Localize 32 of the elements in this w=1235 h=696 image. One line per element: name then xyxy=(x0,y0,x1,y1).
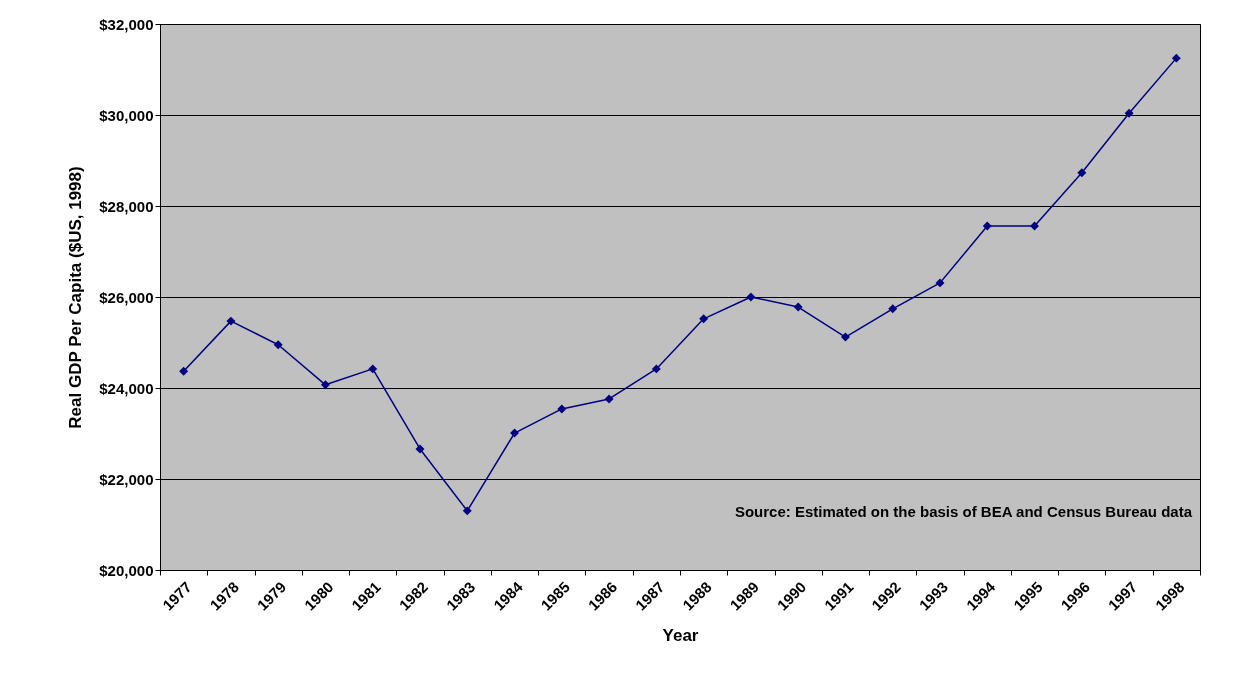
point xyxy=(320,380,330,390)
point xyxy=(368,364,378,374)
y-tick-label: $30,000 xyxy=(99,106,154,124)
point xyxy=(888,304,898,314)
y-tick-label: $32,000 xyxy=(99,15,154,33)
annotation: Source: Estimated on the basis of BEA and Census Bureau data xyxy=(734,503,1193,520)
point xyxy=(840,332,850,342)
y-tick-label: $22,000 xyxy=(99,470,154,488)
x-axis-title: Year xyxy=(662,625,699,645)
point xyxy=(415,444,425,454)
point xyxy=(1171,53,1181,63)
point xyxy=(510,428,520,438)
y-tick-label: $20,000 xyxy=(99,561,154,579)
point xyxy=(557,404,567,414)
point xyxy=(793,302,803,312)
point xyxy=(1077,168,1087,178)
point xyxy=(746,292,756,302)
point xyxy=(604,394,614,404)
y-axis-title: Real GDP Per Capita ($US, 1998) xyxy=(66,166,86,429)
point xyxy=(1030,221,1040,231)
point xyxy=(179,366,189,376)
point xyxy=(226,316,236,326)
y-tick-label: $28,000 xyxy=(99,197,154,215)
y-tick-label: $24,000 xyxy=(99,379,154,397)
point xyxy=(273,340,283,350)
point xyxy=(651,364,661,374)
y-tick-label: $26,000 xyxy=(99,288,154,306)
point xyxy=(462,506,472,516)
point xyxy=(1124,108,1134,118)
point xyxy=(982,221,992,231)
point xyxy=(699,314,709,324)
point xyxy=(935,278,945,288)
